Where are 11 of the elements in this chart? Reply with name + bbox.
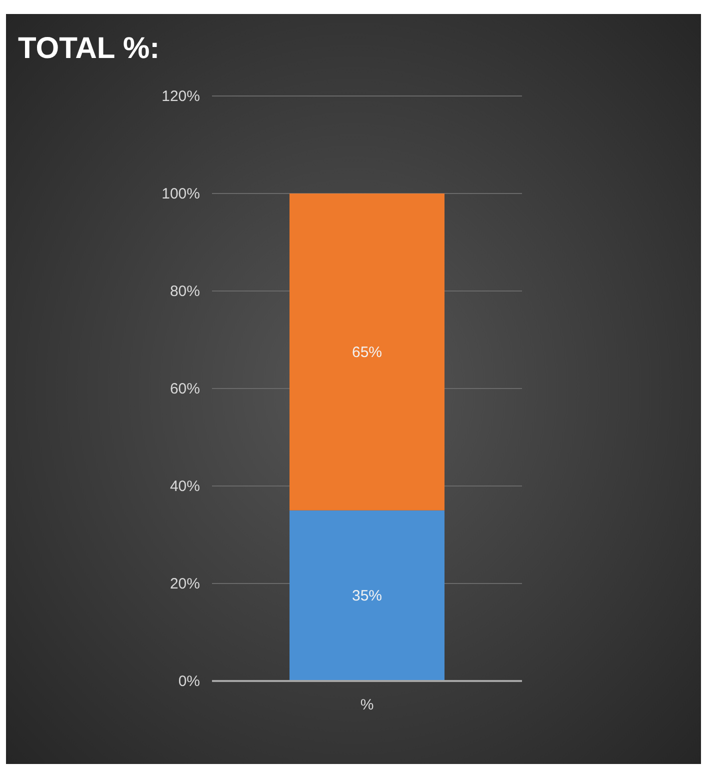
y-tick-label: 60% bbox=[170, 380, 200, 398]
data-label: 35% bbox=[352, 588, 382, 605]
data-label: 65% bbox=[352, 344, 382, 361]
y-tick-label: 120% bbox=[162, 88, 200, 105]
y-tick-label: 20% bbox=[170, 575, 200, 592]
chart-title: TOTAL %: bbox=[18, 32, 160, 65]
y-tick-label: 0% bbox=[178, 672, 200, 690]
y-tick-label: 80% bbox=[170, 282, 200, 300]
y-tick-label: 100% bbox=[162, 185, 200, 202]
x-tick-label: % bbox=[360, 696, 374, 714]
y-tick-label: 40% bbox=[170, 478, 200, 495]
